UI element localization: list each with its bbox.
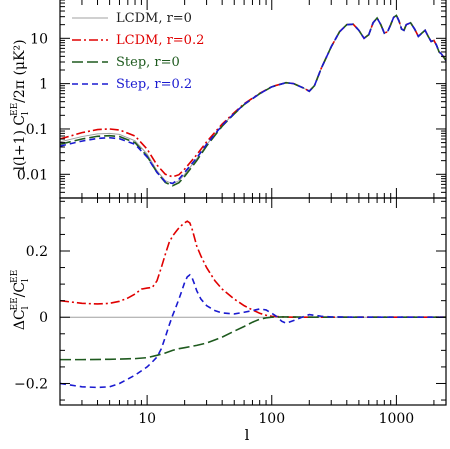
legend-label-0: LCDM, r=0: [116, 11, 192, 26]
top-ytick-label: 10: [30, 31, 48, 47]
bottom-xtick-label: 100: [258, 411, 285, 427]
bottom-y-axis-label: ΔClEE/ClEE: [10, 270, 31, 330]
bottom-ytick-label: 0.2: [26, 244, 48, 260]
bottom-frame: [59, 197, 447, 406]
top-ytick-label: 1: [39, 77, 48, 93]
bottom-ytick-label: −0.2: [14, 376, 48, 392]
legend: LCDM, r=0 LCDM, r=0.2 Step, r=0 Step, r=0.2: [72, 11, 204, 92]
bottom-series-line-3: [60, 273, 446, 389]
bottom-xtick-label: 1000: [379, 411, 415, 427]
legend-label-3: Step, r=0.2: [116, 77, 192, 92]
bottom-xtick-label: 10: [138, 411, 156, 427]
legend-label-1: LCDM, r=0.2: [116, 33, 204, 48]
bottom-ytick-label: 0: [39, 310, 48, 326]
axis-labels: l l(l+1) ClEE/2π (μK²) ΔClEE/ClEE: [10, 39, 250, 444]
top-ytick-label: 0.01: [17, 167, 48, 183]
x-axis-label: l: [245, 426, 250, 444]
top-ytick-label: 0.1: [26, 122, 48, 138]
bottom-series-line-1: [60, 220, 446, 319]
bottom-panel: −0.2 0 0.2 10 100 1000: [14, 197, 447, 427]
legend-label-2: Step, r=0: [116, 55, 180, 70]
top-panel: 0.01 0.1 1 10 LCDM, r=0 LCDM, r=0.2 Step, r=0 S…: [17, 0, 447, 199]
top-y-axis-label: l(l+1) ClEE/2π (μK²): [10, 39, 31, 170]
bottom-series-line-2: [60, 316, 446, 361]
top-series-line-3: [60, 14, 446, 185]
